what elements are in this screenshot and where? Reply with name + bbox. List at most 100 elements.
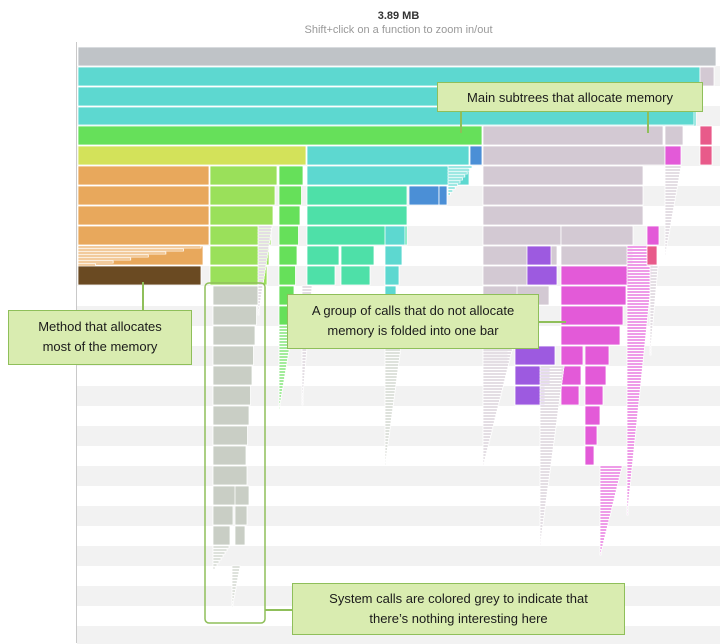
system-call-bar[interactable] [212, 465, 248, 486]
lavender-taper[interactable] [539, 500, 547, 504]
grey-taper[interactable] [384, 426, 391, 430]
grey-taper[interactable] [384, 372, 398, 376]
system-call-taper[interactable] [212, 566, 216, 570]
magenta-taper[interactable] [626, 461, 633, 465]
system-call-bar[interactable] [212, 405, 250, 426]
lavender-taper[interactable] [482, 354, 512, 358]
lavender-subtree-bar[interactable] [482, 165, 644, 186]
magenta-taper[interactable] [626, 329, 647, 333]
lavender-taper[interactable] [664, 219, 672, 223]
lavender-taper[interactable] [539, 437, 555, 441]
teal-taper[interactable] [447, 168, 471, 172]
magenta-taper[interactable] [626, 437, 636, 441]
lavender-taper[interactable] [649, 316, 654, 320]
lavender-taper[interactable] [539, 542, 542, 546]
lavender-taper[interactable] [257, 240, 271, 244]
grey-taper[interactable] [384, 420, 392, 424]
magenta-taper[interactable] [626, 512, 629, 516]
system-call-taper[interactable] [231, 601, 234, 605]
pink-bar[interactable] [699, 125, 713, 146]
purple-bar[interactable] [526, 265, 558, 286]
magenta-taper[interactable] [626, 266, 654, 270]
lavender-taper[interactable] [539, 419, 558, 423]
side-bar[interactable] [699, 66, 715, 87]
system-call-bar[interactable] [212, 445, 247, 466]
magenta-taper[interactable] [626, 380, 642, 384]
lavender-taper[interactable] [301, 378, 305, 382]
lavender-taper[interactable] [482, 402, 500, 406]
light-green-bar[interactable] [209, 165, 278, 186]
lavender-taper[interactable] [482, 429, 493, 433]
lavender-taper[interactable] [301, 288, 313, 292]
lavender-taper[interactable] [482, 366, 509, 370]
system-call-bar[interactable] [234, 525, 246, 546]
magenta-taper[interactable] [626, 431, 637, 435]
lavender-taper[interactable] [539, 443, 555, 447]
magenta-taper[interactable] [626, 506, 629, 510]
lavender-taper[interactable] [539, 524, 544, 528]
magenta-bar[interactable] [584, 425, 598, 446]
lavender-taper[interactable] [257, 258, 268, 262]
grey-taper[interactable] [384, 456, 387, 460]
lavender-taper[interactable] [664, 222, 672, 226]
green-taper[interactable] [278, 367, 287, 371]
lavender-taper[interactable] [539, 536, 542, 540]
lavender-taper[interactable] [539, 428, 557, 432]
lavender-taper[interactable] [301, 372, 306, 376]
lavender-taper[interactable] [664, 237, 669, 241]
system-call-bar[interactable] [212, 385, 251, 406]
lavender-taper[interactable] [539, 479, 550, 483]
lavender-taper[interactable] [539, 488, 548, 492]
lavender-taper[interactable] [257, 270, 266, 274]
lavender-taper[interactable] [664, 192, 677, 196]
lavender-taper[interactable] [482, 396, 501, 400]
system-call-bar[interactable] [212, 345, 254, 366]
lavender-taper[interactable] [301, 351, 307, 355]
system-call-taper[interactable] [231, 589, 236, 593]
blue-bar[interactable] [438, 185, 448, 206]
grey-taper[interactable] [384, 375, 398, 379]
lavender-taper[interactable] [539, 398, 561, 402]
magenta-taper[interactable] [626, 482, 631, 486]
green-taper[interactable] [278, 355, 289, 359]
lavender-taper[interactable] [539, 485, 549, 489]
flame-bars[interactable] [77, 46, 717, 608]
lavender-taper[interactable] [649, 319, 654, 323]
lavender-taper[interactable] [539, 431, 556, 435]
orange-method-bar[interactable] [77, 185, 210, 206]
grey-taper[interactable] [384, 414, 393, 418]
teal-taper[interactable] [447, 183, 459, 187]
magenta-taper[interactable] [626, 470, 633, 474]
mint-bar[interactable] [306, 225, 408, 246]
lavender-taper[interactable] [257, 279, 264, 283]
green-taper[interactable] [278, 385, 284, 389]
orange-method-bar[interactable] [77, 205, 210, 226]
grey-taper[interactable] [384, 432, 390, 436]
lavender-taper[interactable] [539, 380, 563, 384]
lavender-taper[interactable] [539, 383, 563, 387]
magenta-taper[interactable] [626, 311, 649, 315]
lavender-taper[interactable] [539, 401, 560, 405]
system-call-taper[interactable] [231, 577, 239, 581]
lavender-taper[interactable] [482, 417, 496, 421]
lavender-taper[interactable] [482, 399, 500, 403]
lavender-taper[interactable] [482, 381, 505, 385]
lavender-taper[interactable] [482, 390, 503, 394]
green-taper[interactable] [278, 358, 288, 362]
lavender-taper[interactable] [664, 180, 679, 184]
lavender-taper[interactable] [482, 372, 507, 376]
magenta-taper[interactable] [626, 302, 650, 306]
magenta-taper[interactable] [626, 452, 634, 456]
green-taper[interactable] [278, 397, 282, 401]
lavender-taper[interactable] [539, 425, 557, 429]
system-call-taper[interactable] [231, 565, 241, 569]
magenta-taper[interactable] [599, 480, 619, 484]
magenta-taper[interactable] [626, 368, 643, 372]
magenta-taper[interactable] [626, 326, 648, 330]
magenta-taper[interactable] [599, 540, 605, 544]
lavender-taper[interactable] [257, 228, 272, 232]
magenta-taper[interactable] [626, 356, 644, 360]
system-call-taper[interactable] [231, 592, 236, 596]
grey-taper[interactable] [384, 390, 396, 394]
purple-bar[interactable] [514, 385, 546, 406]
